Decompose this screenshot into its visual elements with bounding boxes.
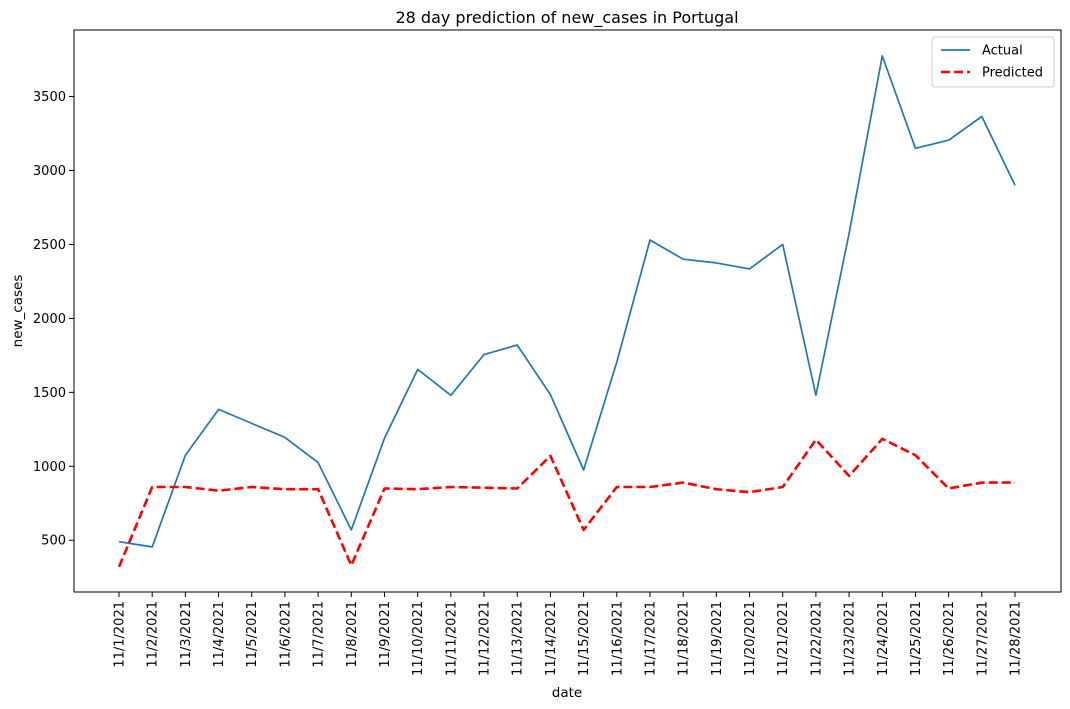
x-tick-label: 11/14/2021 xyxy=(544,601,559,676)
x-tick-label: 11/4/2021 xyxy=(212,601,227,668)
x-tick-label: 11/12/2021 xyxy=(478,601,493,676)
x-tick-label: 11/13/2021 xyxy=(511,601,526,676)
plot-area xyxy=(73,29,1062,593)
x-tick-label: 11/7/2021 xyxy=(312,601,327,668)
x-tick-label: 11/21/2021 xyxy=(776,601,791,676)
x-tick-label: 11/26/2021 xyxy=(942,601,957,676)
x-tick-label: 11/25/2021 xyxy=(909,601,924,676)
y-tick-label: 3500 xyxy=(33,90,66,105)
x-tick-label: 11/9/2021 xyxy=(378,601,393,668)
x-tick-label: 11/10/2021 xyxy=(411,601,426,676)
series-layer xyxy=(117,55,1016,568)
x-tick-label: 11/27/2021 xyxy=(975,601,990,676)
x-tick-label: 11/24/2021 xyxy=(876,601,891,676)
series-line-actual xyxy=(118,55,1016,548)
y-axis-title: new_cases xyxy=(10,275,26,348)
y-tick-label: 2000 xyxy=(33,312,66,327)
x-tick-label: 11/5/2021 xyxy=(245,601,260,668)
y-tick-label: 3000 xyxy=(33,164,66,179)
x-tick-label: 11/8/2021 xyxy=(345,601,360,668)
x-tick-label: 11/3/2021 xyxy=(179,601,194,668)
x-tick-label: 11/20/2021 xyxy=(743,601,758,676)
x-tick-label: 11/18/2021 xyxy=(677,601,692,676)
x-tick-label: 11/1/2021 xyxy=(113,601,128,668)
x-tick-label: 11/17/2021 xyxy=(643,601,658,676)
x-tick-label: 11/22/2021 xyxy=(809,601,824,676)
legend: Actual Predicted xyxy=(931,36,1055,88)
legend-label-actual: Actual xyxy=(982,44,1023,59)
x-tick-label: 11/16/2021 xyxy=(610,601,625,676)
x-tick-label: 11/28/2021 xyxy=(1009,601,1024,676)
y-tick-label: 1500 xyxy=(33,386,66,401)
x-tick-label: 11/15/2021 xyxy=(577,601,592,676)
x-tick-label: 11/11/2021 xyxy=(444,601,459,676)
x-tick-label: 11/23/2021 xyxy=(843,601,858,676)
x-tick-label: 11/19/2021 xyxy=(710,601,725,676)
series-line-predicted xyxy=(117,437,1015,568)
legend-label-predicted: Predicted xyxy=(982,66,1043,81)
y-tick-label: 1000 xyxy=(33,460,66,475)
y-tick-label: 500 xyxy=(41,534,66,549)
y-axis: 500 1000 1500 2000 2500 3000 3500 xyxy=(33,90,74,549)
chart-title: 28 day prediction of new_cases in Portug… xyxy=(395,8,738,28)
x-tick-label: 11/2/2021 xyxy=(146,601,161,668)
y-tick-label: 2500 xyxy=(33,238,66,253)
x-axis-title: date xyxy=(552,685,582,701)
x-tick-label: 11/6/2021 xyxy=(278,601,293,668)
x-axis: 11/1/2021 11/2/2021 11/3/2021 11/4/2021 11/5… xyxy=(113,592,1024,676)
